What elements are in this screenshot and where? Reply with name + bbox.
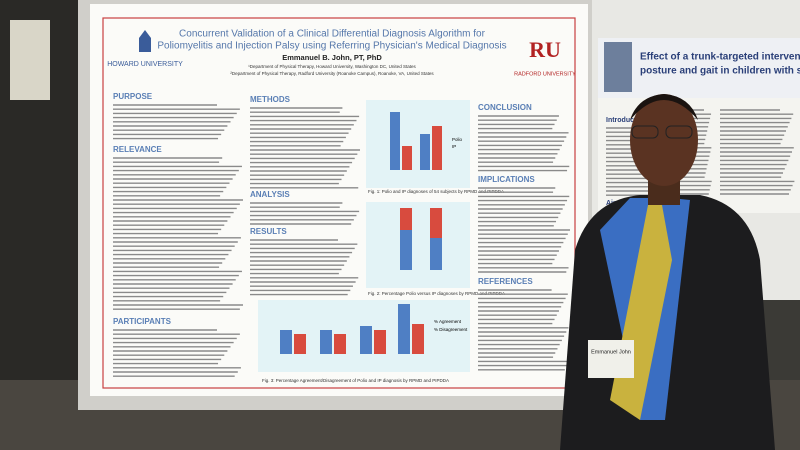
second-poster-title: Effect of a trunk-targeted intervention … [640, 52, 800, 63]
figure-shape [360, 326, 372, 354]
figure-shape [334, 334, 346, 354]
caption: Fig. 1: Polio and IP diagnoses of 54 sub… [368, 189, 504, 194]
figure-shape [374, 330, 386, 354]
howard-crest [139, 30, 151, 52]
figure-shape [390, 112, 400, 170]
figure-3: % Agreement % Disagreement [258, 300, 470, 372]
glasses [665, 125, 693, 139]
figure-2 [366, 202, 470, 288]
second-poster-logo [604, 42, 632, 92]
person: Emmanuel John [560, 94, 775, 450]
section-heading: CONCLUSION [478, 103, 532, 112]
logo-text: HOWARD UNIVERSITY [107, 61, 183, 68]
legend-text: IP [452, 144, 456, 149]
figure-panel [366, 202, 470, 288]
figure-shape [412, 324, 424, 354]
figure-shape [420, 134, 430, 170]
poster-border [102, 17, 576, 389]
hair [630, 94, 698, 120]
section-heading: IMPLICATIONS [478, 175, 535, 184]
section-heading: PARTICIPANTS [113, 317, 172, 326]
logo-text: RADFORD UNIVERSITY [514, 71, 576, 77]
legend-text: % Disagreement [434, 327, 468, 332]
figure-shape [280, 330, 292, 354]
poster-author: Emmanuel B. John, PT, PhD [282, 53, 382, 62]
logo-mark: RU [529, 37, 561, 62]
section-heading: METHODS [250, 95, 291, 104]
section-heading: PURPOSE [113, 92, 153, 101]
head [630, 94, 698, 186]
figure-shape [432, 126, 442, 170]
section-heading: RESULTS [250, 227, 287, 236]
figure-shape [294, 334, 306, 354]
affiliation: ¹Department of Physical Therapy, Howard … [248, 64, 416, 69]
badge-name: Emmanuel John [591, 349, 631, 355]
figure-shape [402, 146, 412, 170]
section-heading: ANALYSIS [250, 190, 290, 199]
legend-text: Polio [452, 137, 463, 142]
figure-shape [320, 330, 332, 354]
affiliation: ²Department of Physical Therapy, Radford… [230, 71, 434, 76]
caption: Fig. 3: Percentage Agreement/Disagreemen… [262, 378, 449, 383]
poster-title: Concurrent Validation of a Clinical Diff… [179, 29, 486, 40]
figure-1: Polio IP [366, 100, 470, 188]
second-poster-title: posture and gait in children with spasti… [640, 66, 800, 77]
body-text-lines [113, 104, 795, 377]
section-heading: REFERENCES [478, 277, 533, 286]
poster-title: Poliomyelitis and Injection Palsy using … [157, 41, 506, 52]
figure-shape [400, 208, 412, 230]
figure-panel [366, 100, 470, 188]
window [10, 20, 50, 100]
second-poster-heading: Introduction [606, 117, 647, 124]
glasses [631, 125, 659, 139]
figure-shape [430, 208, 442, 238]
caption: Fig. 2: Percentage Polio versus IP diagn… [368, 291, 505, 296]
section-heading: RELEVANCE [113, 145, 162, 154]
legend-text: % Agreement [434, 319, 462, 324]
figure-shape [398, 304, 410, 354]
badge [588, 340, 634, 378]
